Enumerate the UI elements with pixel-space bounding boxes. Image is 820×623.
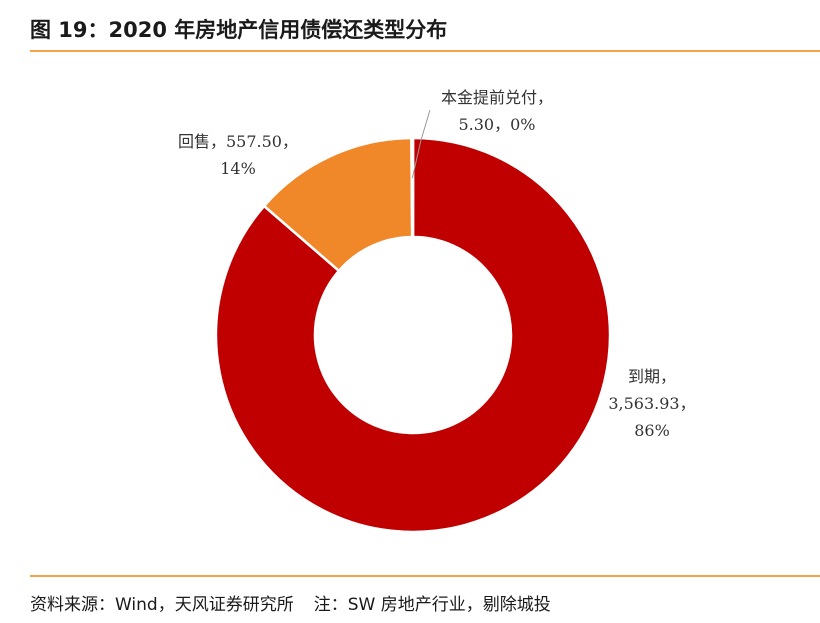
data-label-1: 到期， 3,563.93， 86% <box>608 367 695 440</box>
source-rule <box>30 575 820 577</box>
slices-group <box>214 136 612 534</box>
title-rule <box>30 50 820 52</box>
source-text: 资料来源：Wind，天风证券研究所 <box>30 595 294 615</box>
data-labels-group: 到期， 3,563.93， 86% 回售，557.50， 14% 本金提前兑付， 5.30，… <box>178 88 696 440</box>
data-label-2: 回售，557.50， 14% <box>178 132 298 178</box>
data-label-3: 本金提前兑付， 5.30，0% <box>441 88 553 134</box>
note-text: 注：SW 房地产行业，剔除城投 <box>313 595 551 615</box>
leader-lines-group <box>411 109 431 179</box>
source-line: 资料来源：Wind，天风证券研究所 注：SW 房地产行业，剔除城投 <box>30 590 551 615</box>
slice-1 <box>214 136 612 534</box>
figure-title: 图 19：2020 年房地产信用债偿还类型分布 <box>30 18 448 42</box>
leader-line <box>411 109 431 179</box>
slice-3 <box>410 136 415 239</box>
